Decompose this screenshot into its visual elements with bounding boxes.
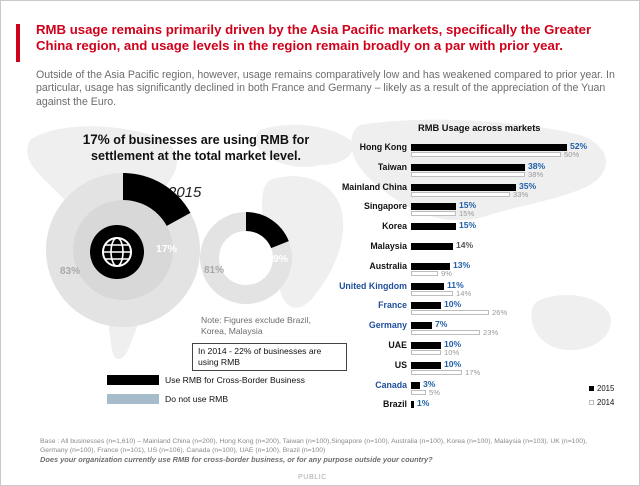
value-label-2015: 10% xyxy=(444,339,462,349)
value-label-2014: 15% xyxy=(459,209,475,219)
bar-2015 xyxy=(411,144,567,151)
value-label-2015: 10% xyxy=(444,358,462,369)
value-label-2015: 13% xyxy=(453,259,471,270)
value-label-2014: 23% xyxy=(483,328,499,338)
legend-label-2014: 2014 xyxy=(597,398,615,407)
category-label: Korea xyxy=(382,221,407,232)
bar-2015 xyxy=(411,262,450,270)
value-label-2014: 33% xyxy=(513,189,529,199)
bar-2014 xyxy=(411,191,510,197)
legend-swatch-2015 xyxy=(589,386,594,391)
legend-label-2015: 2015 xyxy=(597,384,615,393)
value-label-2014: 26% xyxy=(492,308,508,318)
bar-2015 xyxy=(411,163,525,171)
value-label-2015: 52% xyxy=(570,141,588,151)
bar-2014 xyxy=(411,330,480,336)
value-label-2015: 3% xyxy=(423,378,436,389)
value-label-2015: 15% xyxy=(459,220,477,231)
value-label-2015: 38% xyxy=(528,160,546,171)
donut-2-not-use-label: 81% xyxy=(204,265,224,276)
bar-2015 xyxy=(411,381,420,389)
value-label-2014: 10% xyxy=(444,348,460,357)
value-label-2014: 14% xyxy=(456,288,472,298)
bar-2015 xyxy=(411,282,444,290)
bar-chart-title: RMB Usage across markets xyxy=(418,123,541,133)
bar-2015 xyxy=(411,302,441,310)
value-label-2015: 11% xyxy=(447,279,464,290)
bar-2014 xyxy=(411,211,456,217)
bar-2014 xyxy=(411,350,441,355)
value-label-2014: 5% xyxy=(429,387,440,397)
category-label: Australia xyxy=(369,260,407,271)
category-label: Hong Kong xyxy=(359,142,407,152)
bar-2014 xyxy=(411,369,462,375)
note-2014-usage: In 2014 - 22% of businesses are using RM… xyxy=(192,343,347,371)
bar-2015 xyxy=(411,183,516,191)
value-label-2015: 10% xyxy=(444,299,462,310)
legend-swatch-not-use xyxy=(107,394,159,404)
value-label-2014: 50% xyxy=(564,150,580,159)
bar-2015 xyxy=(411,322,432,330)
category-label: Mainland China xyxy=(341,181,407,192)
value-label-2015: 7% xyxy=(435,319,448,330)
slide-headline: RMB usage remains primarily driven by th… xyxy=(36,22,592,53)
kpi-percentage: 17% xyxy=(82,132,110,147)
category-label: Canada xyxy=(375,379,407,390)
bar-2015 xyxy=(411,243,453,250)
note-exclusions: Note: Figures exclude Brazil, Korea, Mal… xyxy=(201,315,311,336)
accent-bar xyxy=(16,24,20,62)
value-label-2015: 14% xyxy=(456,240,474,250)
donut-2-hole xyxy=(219,231,273,285)
category-label: UAE xyxy=(388,340,407,350)
legend-label-not-use: Do not use RMB xyxy=(165,394,229,404)
value-label-2015: 1% xyxy=(417,398,430,409)
kpi-statement: 17% of businesses are using RMB for sett… xyxy=(66,132,326,164)
donut-2-use-label: 19% xyxy=(267,253,289,265)
donut-1-use-label: 17% xyxy=(156,243,178,255)
slide-subtext: Outside of the Asia Pacific region, howe… xyxy=(36,69,615,108)
category-label: Germany xyxy=(368,320,407,331)
category-label: US xyxy=(394,359,407,370)
footnote-base: Base : All businesses (n=1,610) – Mainla… xyxy=(40,438,588,454)
globe-icon xyxy=(90,225,144,279)
classification-label: PUBLIC xyxy=(298,472,327,481)
category-label: United Kingdom xyxy=(339,280,407,291)
bar-2015 xyxy=(411,203,456,211)
bar-2014 xyxy=(411,310,489,316)
bar-2014 xyxy=(411,389,426,395)
bar-2014 xyxy=(411,270,438,276)
bar-2015 xyxy=(411,223,456,231)
legend-swatch-use xyxy=(107,375,159,385)
bar-2014 xyxy=(411,152,561,157)
bar-2015 xyxy=(411,401,414,409)
legend-swatch-2014 xyxy=(589,400,594,405)
category-label: France xyxy=(378,300,407,311)
bar-2014 xyxy=(411,290,453,296)
bar-2014 xyxy=(411,171,525,177)
category-label: Brazil xyxy=(383,399,407,410)
category-label: Singapore xyxy=(363,201,407,212)
bar-2015 xyxy=(411,342,441,349)
value-label-2015: 35% xyxy=(519,180,537,191)
value-label-2014: 38% xyxy=(528,169,544,179)
kpi-text: of businesses are using RMB for settleme… xyxy=(91,133,310,163)
value-label-2015: 15% xyxy=(459,200,477,211)
donut-1-not-use-label: 83% xyxy=(60,266,80,277)
category-label: Malaysia xyxy=(370,241,407,251)
category-label: Taiwan xyxy=(377,161,407,172)
value-label-2014: 9% xyxy=(441,268,452,278)
survey-question: Does your organization currently use RMB… xyxy=(40,455,433,464)
value-label-2014: 17% xyxy=(465,367,481,377)
bar-2015 xyxy=(411,361,441,369)
legend-label-use: Use RMB for Cross-Border Business xyxy=(165,375,305,385)
